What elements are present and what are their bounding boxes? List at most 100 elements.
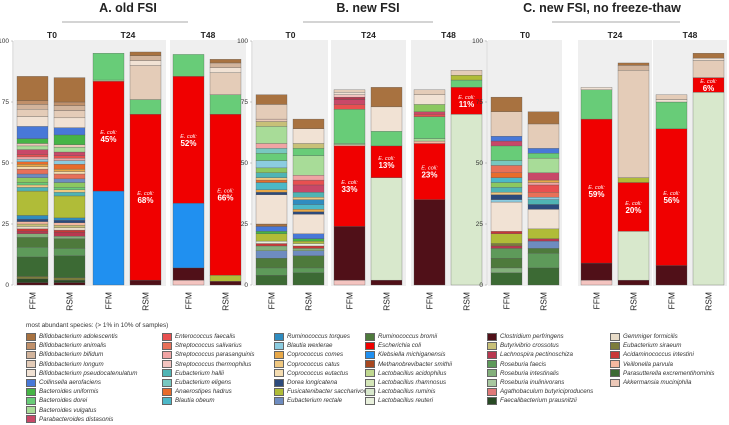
legend-item: Blautia obeum	[162, 396, 215, 405]
panel-3-t48-ffm-ecoli-prefix: E. coli:	[663, 191, 680, 197]
panel-3-t0-rsm-segment-eubacterium-rectale	[527, 240, 560, 249]
panel-3-t48-ffm-segment-bacteroides-dorei	[655, 101, 688, 129]
panel-3-t0-rsm-segment-bifidobacterium-longum	[527, 123, 560, 149]
legend-item: Veillonella parvula	[610, 360, 673, 369]
panel-2-t0-ffm-segment-butyrivibrio-crossotus	[255, 121, 288, 127]
panel-1-title: A. old FSI	[99, 1, 157, 15]
panel-2-t48-rsm-segment-bacteroides-dorei	[450, 79, 483, 88]
legend-swatch	[26, 378, 36, 387]
legend-label: Roseburia intestinalis	[500, 369, 559, 377]
panel-2-t48-ffm-segment-bifidobacterium-pseudocatenulatum	[413, 94, 446, 105]
legend-swatch	[274, 387, 284, 396]
legend-item: Dorea longicatena	[274, 378, 337, 387]
panel-3-t0-ffm-segment-ruminococcus-gnavus	[490, 182, 523, 188]
panel-1-t0-ffm-segment-roseburia-faecis	[16, 247, 49, 258]
panel-1-t0-rsm-segment-anaerostipes-hadrus	[53, 164, 86, 170]
panel-3-t24-ffm-segment-bifidobacterium-pseudocatenulatum	[580, 87, 613, 90]
panel-2-t0-rsm-segment-parabacteroides-distasonis	[292, 184, 325, 193]
panel-2-t0-rsm-segment-ruminococcus-bromii	[292, 255, 325, 269]
legend-label: Acidaminococcus intestini	[623, 351, 694, 359]
legend-label: Ruminococcus bromii	[378, 333, 438, 340]
panel-3-t0-ffm-segment-blautia-obeum	[490, 177, 523, 183]
panel-2-t0-ffm-segment-coprococcus-catus	[255, 177, 288, 181]
panel-1-t0-ffm-segment-ruminococcus-gnavus	[16, 177, 49, 183]
panel-3-t24-rsm-segment-bifidobacterium-bifidum	[617, 65, 650, 71]
legend-swatch	[487, 341, 497, 350]
panel-1-t0-ffm-segment-coprococcus-eutactus	[16, 166, 49, 170]
legend-label: Parasutterella excrementihominis	[623, 369, 715, 377]
legend-label: Collinsella aerofaciens	[39, 379, 101, 386]
panel-3-t0-ffm-segment-bifidobacterium-adolescentis	[490, 96, 523, 112]
legend-label: Ruminococcus torques	[287, 333, 350, 340]
panel-2-y-tick-label: 0	[244, 282, 248, 289]
panel-3-t0-rsm-segment-bifidobacterium-pseudocatenulatum	[527, 209, 560, 230]
panel-2-title: B. new FSI	[336, 1, 399, 15]
legend-swatch	[26, 341, 36, 350]
panel-3-t24-ffm-segment-bacteroides-dorei	[580, 89, 613, 120]
legend-label: Lachnospira pectinoschiza	[500, 351, 573, 359]
panel-2-t48-rsm-segment-bifidobacterium-longum	[450, 70, 483, 76]
panel-1-t0-ffm-segment-dorea-longicatena	[16, 218, 49, 222]
legend-label: Fusicatenibacter saccharivorans	[287, 388, 376, 396]
panel-1-t0-rsm-segment-bacteroides-dorei	[53, 187, 86, 190]
panel-1-t0-rsm-segment-coprococcus-comes	[53, 168, 86, 172]
panel-2-t0-ffm-segment-bifidobacterium-pseudocatenulatum	[255, 194, 288, 225]
legend-label: Bifidobacterium adolescentis	[39, 333, 118, 340]
panel-1-t0-ffm-segment-coprococcus-catus	[16, 184, 49, 188]
legend-label: Lactobacillus ruminis	[378, 388, 436, 396]
panel-3-t0-ffm-segment-lachnospira-pectinoschiza	[490, 245, 523, 249]
legend-label: Lactobacillus reuteri	[378, 397, 434, 405]
legend-swatch	[162, 332, 172, 341]
panel-2-t24-ffm-segment-enterococcus-faecalis	[333, 104, 366, 110]
panel-1-t0-rsm-segment-streptococcus-salivarius	[53, 173, 86, 180]
panel-2-y-tick-label: 100	[237, 38, 248, 45]
panel-2-t24-ffm-segment-escherichia-coli	[333, 145, 366, 227]
panel-1-t0-rsm-segment-bacteroides-vulgatus	[53, 146, 86, 153]
legend-swatch	[274, 369, 284, 378]
panel-2-t0-ffm-segment-acidaminococcus-intestini	[255, 243, 288, 247]
legend-item: Collinsella aerofaciens	[26, 378, 101, 387]
panel-2-t0-rsm-segment-roseburia-faecis	[292, 267, 325, 273]
panel-1-y-tick-label: 100	[0, 38, 9, 45]
panel-2-t24-rsm-segment-bacteroides-dorei	[370, 131, 403, 147]
legend-swatch	[610, 360, 620, 369]
panel-2-t0-ffm-segment-eubacterium-eligens	[255, 148, 288, 154]
panel-1-t48-label: T48	[201, 30, 216, 40]
legend-swatch	[162, 378, 172, 387]
legend-label: Lactobacillus acidophilus	[378, 369, 447, 377]
panel-3-t0-rsm-segment-bifidobacterium-adolescentis	[527, 111, 560, 125]
panel-3-y-tick-label: 50	[476, 160, 484, 167]
panel-3-t0-ffm-segment-eubacterium-siraeum	[490, 243, 523, 247]
panel-2-t48-rsm-segment-lactobacillus-ruminis	[450, 114, 483, 286]
legend-label: Eubacterium rectale	[287, 397, 343, 405]
panel-2-t0-rsm-segment-streptococcus-parasanguinis	[292, 175, 325, 181]
panel-3-t48-ffm-ecoli-value: 56%	[663, 196, 679, 205]
panel-2-y-tick-label: 75	[241, 99, 249, 106]
panel-3-t48-rsm-ecoli-value: 6%	[703, 84, 715, 93]
panel-3-t48-rsm-segment-bifidobacterium-adolescentis	[692, 53, 725, 59]
panel-1-t0-rsm-segment-ruminococcus-gnavus	[53, 182, 86, 188]
panel-1-t0-ffm-segment-eubacterium-rectale	[16, 173, 49, 178]
legend-swatch	[26, 415, 36, 424]
panel-2-t0-rsm-segment-fusicatenibacter-saccharivorans	[292, 240, 325, 244]
panel-3-t0-rsm-segment-streptococcus-salivarius	[527, 192, 560, 198]
legend-item: Coprococcus comes	[274, 350, 343, 359]
panel-1-t0-rsm-segment-bifidobacterium-bifidum	[53, 105, 86, 111]
panel-1-t0-rsm-segment-coprococcus-eutactus	[53, 171, 86, 175]
panel-2-t0-rsm-segment-enterococcus-faecalis	[292, 179, 325, 186]
panel-1-t48-rsm-ecoli-prefix: E. coli:	[217, 189, 234, 195]
panel-2-t48-rsm-ecoli-value: 11%	[459, 100, 475, 109]
legend-swatch	[610, 369, 620, 378]
panel-1-t0-rsm-segment-parabacteroides-distasonis	[53, 151, 86, 156]
panel-3-y-tick-label: 25	[476, 221, 484, 228]
panel-2-t0-ffm-segment-collinsella-aerofaciens	[255, 226, 288, 232]
panel-1-t24-rsm-segment-bifidobacterium-pseudocatenulatum	[129, 60, 162, 66]
legend-swatch	[274, 378, 284, 387]
panel-2-t0-ffm-segment-bifidobacterium-adolescentis	[255, 94, 288, 105]
legend-item: Enterococcus faecalis	[162, 332, 235, 341]
panel-1-t48-rsm-segment-bifidobacterium-bifidum	[209, 62, 242, 68]
panel-3-t0-rsm-x-label: RSM	[539, 292, 549, 311]
panel-2-t0-ffm-segment-eubacterium-rectale	[255, 250, 288, 259]
legend-label: Bifidobacterium animalis	[39, 342, 107, 350]
